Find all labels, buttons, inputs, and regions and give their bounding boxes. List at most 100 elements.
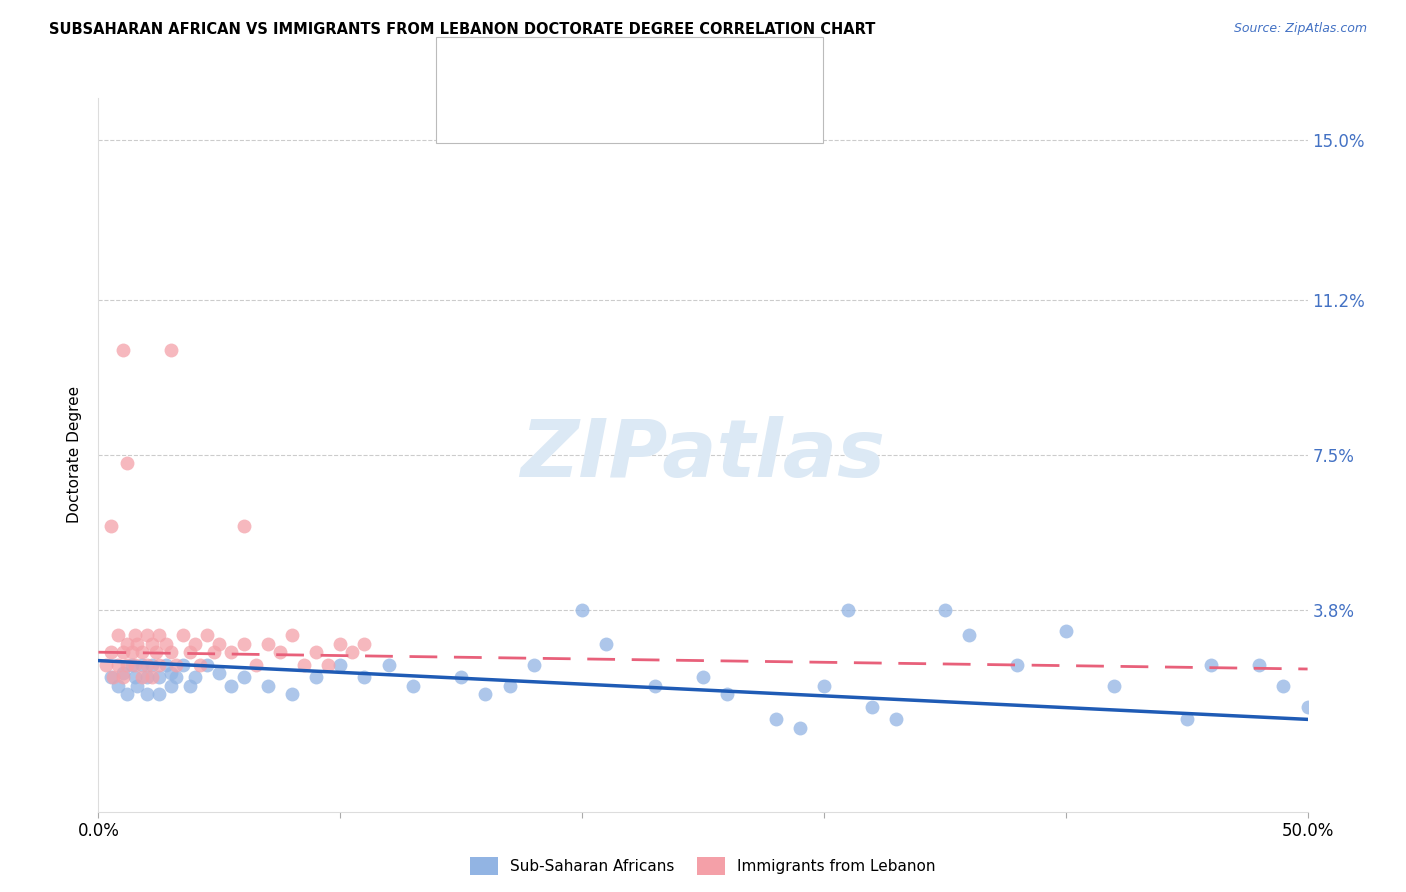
Point <box>101 670 124 684</box>
Point <box>117 456 139 470</box>
Point <box>160 679 183 693</box>
Point <box>179 679 201 693</box>
Point <box>141 637 163 651</box>
Point <box>1249 657 1271 672</box>
Point <box>160 666 183 681</box>
Point <box>595 637 617 651</box>
Point <box>716 687 738 701</box>
Point <box>221 679 243 693</box>
Point <box>256 637 278 651</box>
Point <box>111 670 134 684</box>
Point <box>117 657 139 672</box>
Point <box>269 645 291 659</box>
Point <box>135 687 157 701</box>
Point <box>316 657 339 672</box>
Point <box>329 657 352 672</box>
Point <box>165 657 187 672</box>
Text: -0.020: -0.020 <box>537 103 592 117</box>
Point <box>111 666 134 681</box>
Text: R =: R = <box>492 103 526 117</box>
Point <box>124 628 146 642</box>
Point <box>165 670 187 684</box>
Point <box>135 657 157 672</box>
Text: N =: N = <box>654 103 688 117</box>
Point <box>188 657 211 672</box>
Text: -0.255: -0.255 <box>537 63 592 78</box>
Point <box>1296 699 1319 714</box>
Point <box>232 670 254 684</box>
Point <box>1272 679 1295 693</box>
Point <box>184 670 207 684</box>
Point <box>837 603 859 617</box>
Text: N =: N = <box>654 63 688 78</box>
Point <box>148 670 170 684</box>
Point <box>107 679 129 693</box>
Point <box>179 645 201 659</box>
Point <box>124 670 146 684</box>
Text: ZIPatlas: ZIPatlas <box>520 416 886 494</box>
Point <box>135 628 157 642</box>
Point <box>1007 657 1029 672</box>
Point <box>644 679 666 693</box>
Point <box>127 679 149 693</box>
Point <box>111 645 134 659</box>
Text: 56: 56 <box>699 63 720 78</box>
Point <box>195 628 218 642</box>
Point <box>450 670 472 684</box>
Point <box>148 687 170 701</box>
Point <box>957 628 980 642</box>
Point <box>1199 657 1222 672</box>
Point <box>221 645 243 659</box>
Point <box>886 712 908 726</box>
Point <box>281 628 304 642</box>
Point <box>131 670 153 684</box>
Bar <box>460 97 485 124</box>
Point <box>160 343 183 357</box>
Point <box>860 699 883 714</box>
Point <box>281 687 304 701</box>
Point <box>692 670 714 684</box>
Point <box>131 657 153 672</box>
Point <box>232 519 254 533</box>
Point <box>765 712 787 726</box>
Point <box>111 343 134 357</box>
Point <box>305 645 328 659</box>
Point <box>148 628 170 642</box>
Point <box>155 637 177 651</box>
Point <box>329 637 352 651</box>
Point <box>1102 679 1125 693</box>
Point <box>1175 712 1198 726</box>
Point <box>208 637 231 651</box>
Text: SUBSAHARAN AFRICAN VS IMMIGRANTS FROM LEBANON DOCTORATE DEGREE CORRELATION CHART: SUBSAHARAN AFRICAN VS IMMIGRANTS FROM LE… <box>49 22 876 37</box>
Point <box>100 670 122 684</box>
Point <box>256 679 278 693</box>
Point <box>1054 624 1077 639</box>
Point <box>402 679 425 693</box>
Point <box>353 637 375 651</box>
Point <box>523 657 546 672</box>
Point <box>232 637 254 651</box>
Point <box>117 687 139 701</box>
Point <box>172 657 194 672</box>
Point <box>155 657 177 672</box>
Point <box>813 679 835 693</box>
Text: R =: R = <box>492 63 526 78</box>
Point <box>208 666 231 681</box>
Point <box>100 645 122 659</box>
Point <box>121 645 143 659</box>
Point <box>342 645 364 659</box>
Point <box>148 657 170 672</box>
Point <box>145 645 167 659</box>
Point <box>141 670 163 684</box>
Point <box>131 645 153 659</box>
Point <box>184 637 207 651</box>
Point <box>94 657 117 672</box>
Point <box>571 603 593 617</box>
Y-axis label: Doctorate Degree: Doctorate Degree <box>67 386 83 524</box>
Point <box>135 670 157 684</box>
Point <box>127 637 149 651</box>
Point <box>117 637 139 651</box>
Point <box>377 657 399 672</box>
Point <box>934 603 956 617</box>
Point <box>474 687 496 701</box>
